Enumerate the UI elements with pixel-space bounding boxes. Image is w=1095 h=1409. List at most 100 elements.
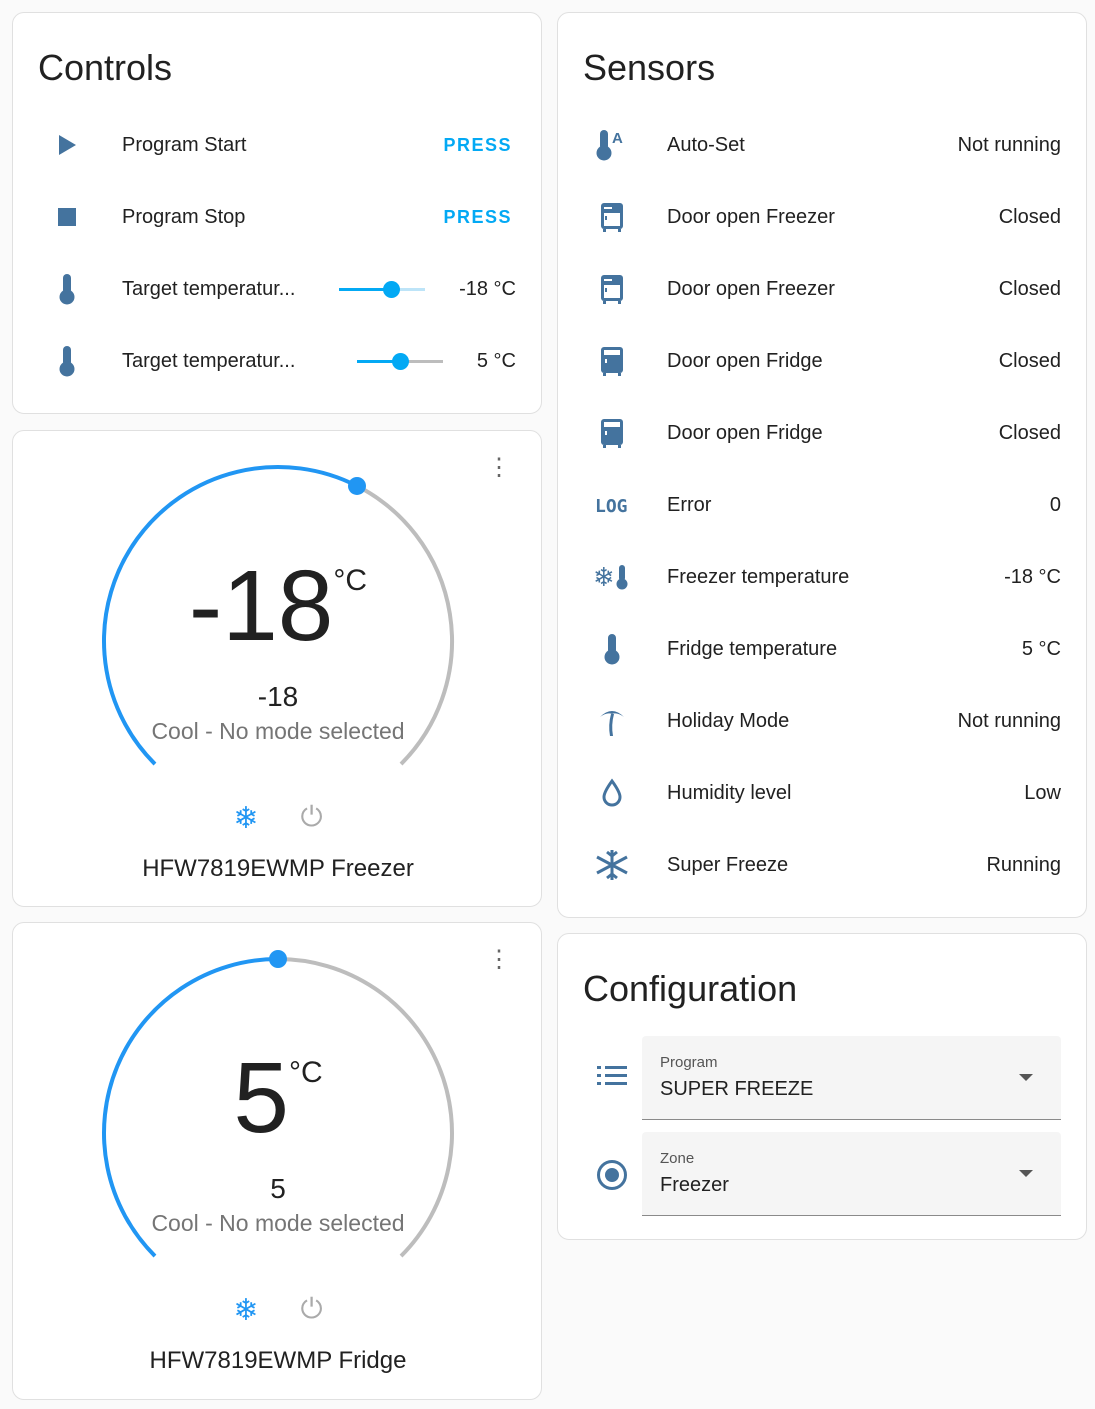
svg-text:LOG: LOG [595,496,628,515]
snowflake-thermometer-icon: ❄ [583,562,641,592]
log-icon: LOG [583,495,641,515]
sensor-name: Door open Freezer [667,277,835,300]
row-target-temp-freezer: Target temperatur... -18 °C [38,269,516,309]
row-name: Program Stop [122,205,246,228]
fridge-top-icon [583,273,641,305]
current-temperature: -18°C [188,550,368,662]
program-start-press-button[interactable]: PRESS [443,134,512,155]
dial-active-arc [102,957,279,1258]
chevron-down-icon [1019,1170,1033,1177]
row-name: Target temperatur... [122,277,296,300]
target-temp-slider[interactable] [356,351,443,371]
freezer-thermostat-card: ⋮ -18°C -18 Cool - No mode selected ❄ ⏻ H… [12,430,542,907]
dial-knob [269,950,287,968]
controls-card: Controls Program Start PRESS Program Sto… [12,12,542,414]
sensor-value: -18 °C [1004,565,1061,588]
sensor-value: 0 [1049,493,1061,516]
select-label: Program [660,1054,718,1071]
card-title: Sensors [583,47,716,88]
row-target-temp-fridge: Target temperatur... 5 °C [38,341,516,381]
list-icon [594,1064,630,1088]
sensor-value: Closed [998,421,1061,444]
sensor-name: Auto-Set [667,133,745,156]
sensor-value: Not running [957,133,1061,156]
sensor-value: Not running [957,709,1061,732]
sensor-row[interactable]: Door open Fridge Closed [583,413,1061,453]
hvac-mode-label: Cool - No mode selected [151,718,405,744]
fridge-bottom-icon [583,417,641,449]
sensor-name: Fridge temperature [667,637,838,660]
thermostat-dial[interactable] [13,923,543,1399]
sensor-name: Error [667,493,712,516]
configuration-card: Configuration Program SUPER FREEZE Zone … [557,933,1087,1240]
thermometer-icon [38,345,96,377]
sensor-name: Holiday Mode [667,709,790,732]
dial-knob [347,476,366,495]
thermostat-name: HFW7819EWMP Freezer [142,855,414,882]
temperature-unit: °C [288,1056,323,1089]
row-value: -18 °C [459,277,516,300]
radiobox-icon [594,1159,630,1191]
select-value: Freezer [660,1174,729,1196]
sensor-row[interactable]: Super Freeze Running [583,845,1061,885]
svg-text:❄: ❄ [594,563,615,592]
program-stop-press-button[interactable]: PRESS [443,206,512,227]
sensor-row[interactable]: Holiday Mode Not running [583,701,1061,741]
row-program-start: Program Start PRESS [38,125,516,165]
row-program-stop: Program Stop PRESS [38,197,516,237]
sensor-name: Humidity level [667,781,792,804]
zone-select[interactable]: Zone Freezer [642,1132,1061,1216]
sensor-name: Super Freeze [667,853,789,876]
thermostat-dial[interactable] [13,431,543,906]
sensor-value: Closed [998,349,1061,372]
sensor-value: Low [1024,781,1061,804]
sensor-row[interactable]: LOG Error 0 [583,485,1061,525]
fridge-bottom-icon [583,345,641,377]
sensor-row[interactable]: Fridge temperature 5 °C [583,629,1061,669]
power-icon[interactable]: ⏻ [300,1293,323,1324]
more-vert-icon[interactable]: ⋮ [487,946,511,973]
row-name: Program Start [122,133,247,156]
water-outline-icon [583,778,641,808]
select-value: SUPER FREEZE [660,1078,814,1100]
sensor-row[interactable]: ❄ Freezer temperature -18 °C [583,557,1061,597]
sensor-value: 5 °C [1021,637,1061,660]
snowflake-icon[interactable]: ❄ [233,802,259,835]
program-select[interactable]: Program SUPER FREEZE [642,1036,1061,1120]
chevron-down-icon [1019,1074,1033,1081]
sensor-name: Door open Freezer [667,205,835,228]
hvac-mode-label: Cool - No mode selected [151,1210,405,1236]
more-vert-icon[interactable]: ⋮ [487,454,511,481]
sensor-value: Closed [998,205,1061,228]
thermostat-name: HFW7819EWMP Fridge [149,1347,407,1374]
target-temp-slider[interactable] [339,279,426,299]
snowflake-icon[interactable]: ❄ [233,1294,259,1327]
fridge-thermostat-card: ⋮ 5°C 5 Cool - No mode selected ❄ ⏻ HFW78… [12,922,542,1400]
stop-icon [38,207,96,227]
sensor-value: Closed [998,277,1061,300]
select-label: Zone [660,1150,695,1167]
sensor-row[interactable]: Door open Fridge Closed [583,341,1061,381]
snowflake-icon [583,848,641,882]
sensor-row[interactable]: Door open Freezer Closed [583,197,1061,237]
fridge-top-icon [583,201,641,233]
sensors-card: Sensors A Auto-Set Not running Door open Fr… [557,12,1087,918]
target-temperature: 5 [270,1173,286,1204]
row-name: Target temperatur... [122,349,296,372]
power-icon[interactable]: ⏻ [300,801,323,832]
sensor-name: Freezer temperature [667,565,850,588]
thermometer-auto-icon: A [583,129,641,161]
sensor-row[interactable]: Humidity level Low [583,773,1061,813]
palm-tree-icon [583,705,641,737]
sensor-name: Door open Fridge [667,421,823,444]
sensor-name: Door open Fridge [667,349,823,372]
play-icon [38,134,96,156]
card-title: Controls [38,47,173,88]
card-title: Configuration [583,968,798,1009]
dial-track [356,484,454,766]
row-value: 5 °C [476,349,516,372]
sensor-row[interactable]: Door open Freezer Closed [583,269,1061,309]
sensor-row[interactable]: A Auto-Set Not running [583,125,1061,165]
current-temperature: 5°C [233,1042,323,1154]
thermometer-icon [583,633,641,665]
